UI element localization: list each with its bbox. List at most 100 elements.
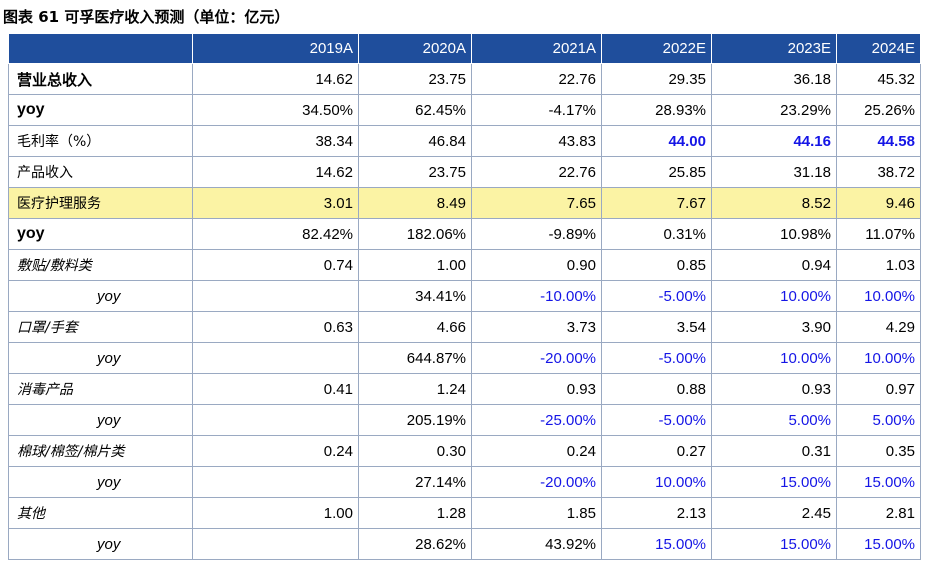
table-cell: 34.41%: [358, 280, 472, 312]
table-cell: 15.00%: [836, 528, 921, 560]
table-cell: 62.45%: [358, 94, 472, 126]
table-row: 其他 1.00 1.28 1.85 2.13 2.45 2.81: [8, 497, 921, 529]
revenue-forecast-table: 2019A 2020A 2021A 2022E 2023E 2024E 营业总收…: [8, 33, 921, 560]
table-cell: 44.00: [601, 125, 712, 157]
table-row: 营业总收入 14.62 23.75 22.76 29.35 36.18 45.3…: [8, 63, 921, 95]
table-row: yoy 28.62% 43.92% 15.00% 15.00% 15.00%: [8, 528, 921, 560]
table-cell: 0.74: [192, 249, 359, 281]
table-cell: 3.73: [471, 311, 602, 343]
table-title: 图表 61 可孚医疗收入预测（单位：亿元）: [3, 8, 290, 26]
row-label: 产品收入: [8, 156, 193, 188]
table-row: 口罩/手套 0.63 4.66 3.73 3.54 3.90 4.29: [8, 311, 921, 343]
table-row: 产品收入 14.62 23.75 22.76 25.85 31.18 38.72: [8, 156, 921, 188]
table-cell: 0.90: [471, 249, 602, 281]
table-row: yoy 644.87% -20.00% -5.00% 10.00% 10.00%: [8, 342, 921, 374]
col-header-2020a: 2020A: [358, 33, 472, 64]
table-cell: 43.83: [471, 125, 602, 157]
table-cell: [192, 466, 359, 498]
table-cell: 38.34: [192, 125, 359, 157]
row-label: 消毒产品: [8, 373, 193, 405]
row-label: yoy: [8, 466, 193, 498]
table-cell: 5.00%: [711, 404, 837, 436]
table-cell: 8.49: [358, 187, 472, 219]
table-cell: 0.88: [601, 373, 712, 405]
table-cell: 0.41: [192, 373, 359, 405]
row-label: yoy: [8, 404, 193, 436]
table-cell: 10.98%: [711, 218, 837, 250]
table-cell: 3.54: [601, 311, 712, 343]
table-cell: 644.87%: [358, 342, 472, 374]
table-cell: -4.17%: [471, 94, 602, 126]
table-cell: -25.00%: [471, 404, 602, 436]
table-cell: -20.00%: [471, 466, 602, 498]
table-cell: 15.00%: [601, 528, 712, 560]
table-cell: 29.35: [601, 63, 712, 95]
table-cell: 0.30: [358, 435, 472, 467]
table-row: 敷贴/敷料类 0.74 1.00 0.90 0.85 0.94 1.03: [8, 249, 921, 281]
col-header-2023e: 2023E: [711, 33, 837, 64]
table-cell: 2.45: [711, 497, 837, 529]
row-label: yoy: [8, 342, 193, 374]
row-label: 棉球/棉签/棉片类: [8, 435, 193, 467]
table-cell: 1.03: [836, 249, 921, 281]
table-cell: [192, 280, 359, 312]
row-label: yoy: [8, 280, 193, 312]
table-cell: 25.26%: [836, 94, 921, 126]
table-cell: -5.00%: [601, 342, 712, 374]
table-cell: 1.24: [358, 373, 472, 405]
table-cell: 0.35: [836, 435, 921, 467]
table-row: 毛利率（%） 38.34 46.84 43.83 44.00 44.16 44.…: [8, 125, 921, 157]
table-cell: [192, 528, 359, 560]
table-cell: 182.06%: [358, 218, 472, 250]
table-row: 消毒产品 0.41 1.24 0.93 0.88 0.93 0.97: [8, 373, 921, 405]
table-cell: 7.67: [601, 187, 712, 219]
table-cell: 46.84: [358, 125, 472, 157]
table-cell: 0.27: [601, 435, 712, 467]
table-cell: 15.00%: [836, 466, 921, 498]
table-cell: 1.00: [192, 497, 359, 529]
table-cell: 7.65: [471, 187, 602, 219]
row-label: 医疗护理服务: [8, 187, 193, 219]
table-row: yoy 205.19% -25.00% -5.00% 5.00% 5.00%: [8, 404, 921, 436]
table-cell: 1.00: [358, 249, 472, 281]
table-cell: 28.93%: [601, 94, 712, 126]
table-cell: 38.72: [836, 156, 921, 188]
table-cell: [192, 342, 359, 374]
table-cell: 10.00%: [601, 466, 712, 498]
table-cell: 27.14%: [358, 466, 472, 498]
table-row: yoy 34.41% -10.00% -5.00% 10.00% 10.00%: [8, 280, 921, 312]
table-cell: 45.32: [836, 63, 921, 95]
table-cell: 23.75: [358, 63, 472, 95]
table-cell: 34.50%: [192, 94, 359, 126]
table-cell: 5.00%: [836, 404, 921, 436]
table-cell: 15.00%: [711, 528, 837, 560]
row-label: 口罩/手套: [8, 311, 193, 343]
table-row: yoy 82.42% 182.06% -9.89% 0.31% 10.98% 1…: [8, 218, 921, 250]
table-cell: 22.76: [471, 156, 602, 188]
table-cell: 10.00%: [711, 342, 837, 374]
row-label: 敷贴/敷料类: [8, 249, 193, 281]
table-cell: 205.19%: [358, 404, 472, 436]
col-header-2021a: 2021A: [471, 33, 602, 64]
table-cell: 15.00%: [711, 466, 837, 498]
row-label: 营业总收入: [8, 63, 193, 95]
table-cell: 8.52: [711, 187, 837, 219]
table-cell: 0.63: [192, 311, 359, 343]
table-cell: 43.92%: [471, 528, 602, 560]
col-header-2019a: 2019A: [192, 33, 359, 64]
table-cell: 10.00%: [836, 280, 921, 312]
table-cell: 44.16: [711, 125, 837, 157]
table-cell: 0.93: [711, 373, 837, 405]
table-cell: -5.00%: [601, 280, 712, 312]
table-cell: 0.94: [711, 249, 837, 281]
table-cell: 14.62: [192, 63, 359, 95]
row-label: yoy: [8, 218, 193, 250]
row-label: yoy: [8, 94, 193, 126]
table-cell: 14.62: [192, 156, 359, 188]
row-label: 其他: [8, 497, 193, 529]
table-cell: -9.89%: [471, 218, 602, 250]
table-cell: 0.93: [471, 373, 602, 405]
table-cell: 25.85: [601, 156, 712, 188]
table-cell: 44.58: [836, 125, 921, 157]
table-cell: 23.75: [358, 156, 472, 188]
